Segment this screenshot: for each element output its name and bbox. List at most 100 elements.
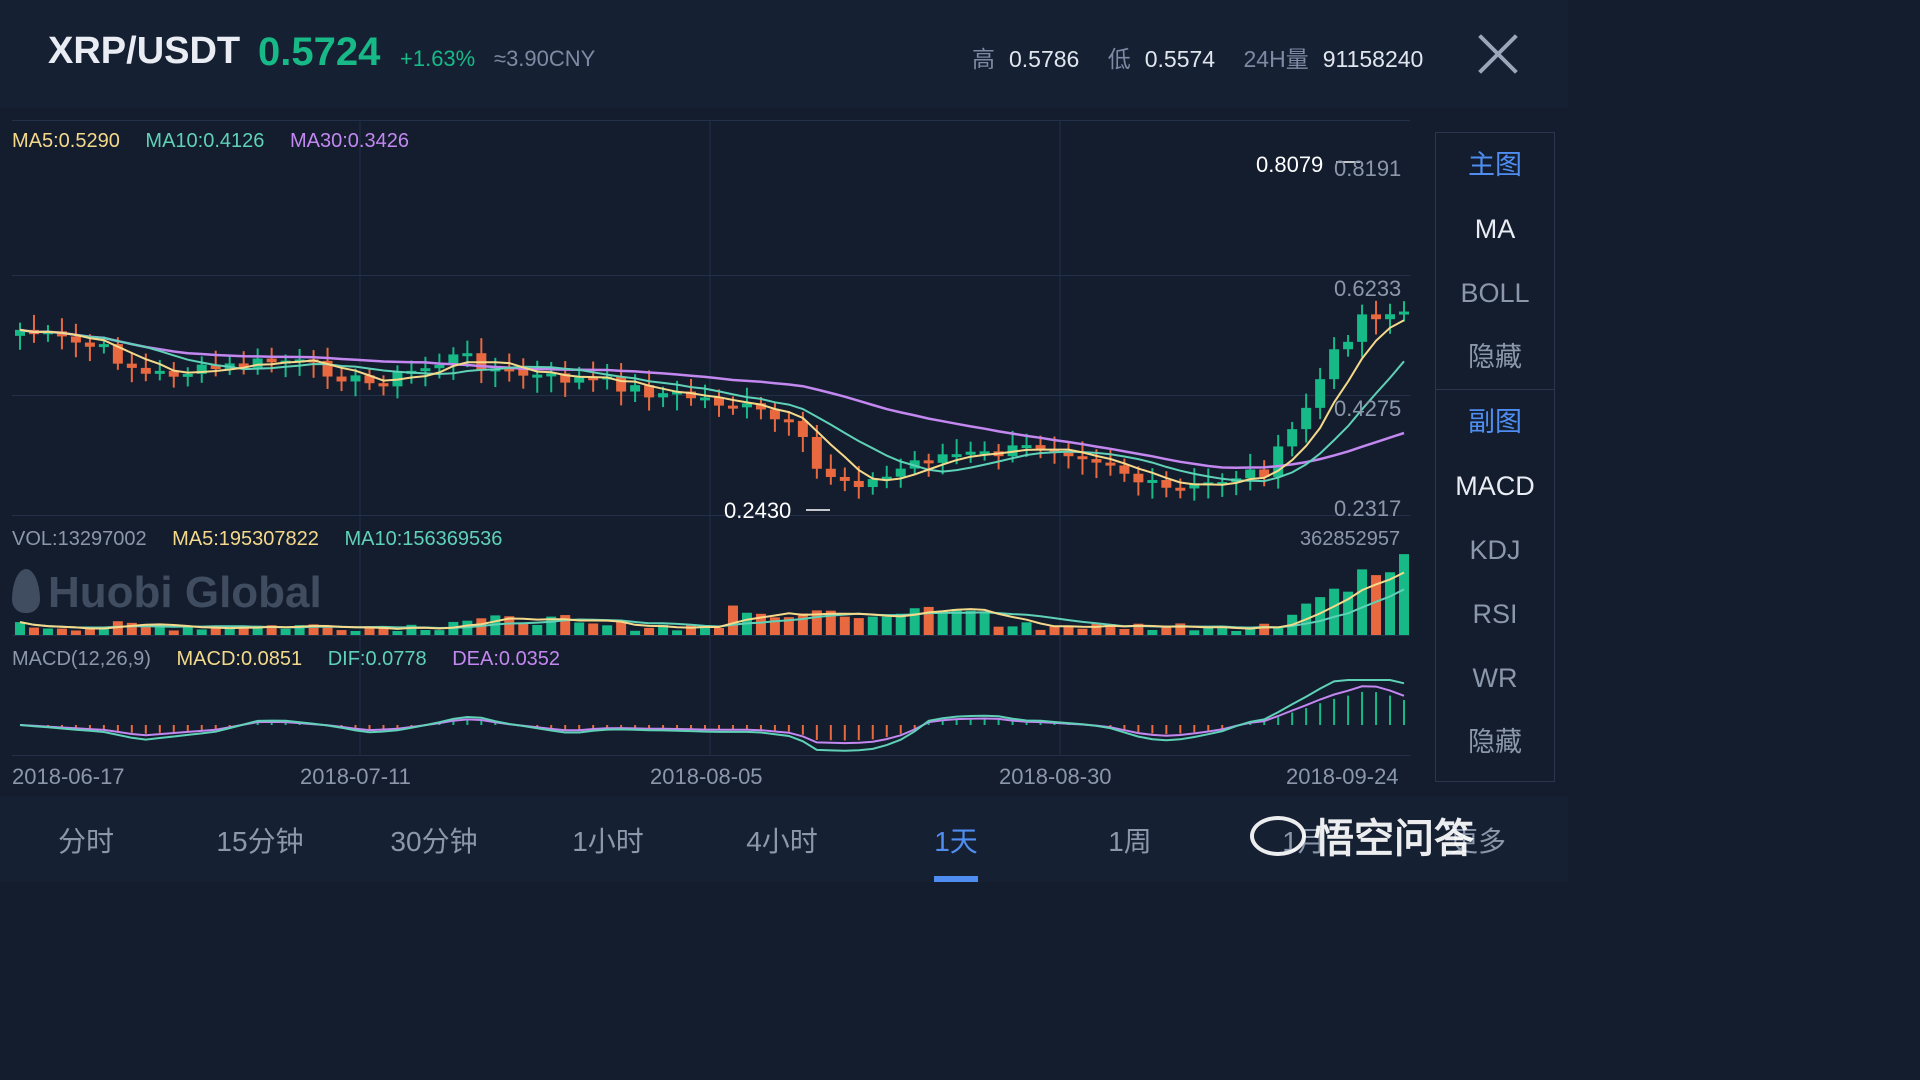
candle-body bbox=[1301, 407, 1312, 430]
volume-bar bbox=[364, 626, 375, 635]
candle-body bbox=[1399, 311, 1409, 315]
candle-body bbox=[238, 363, 249, 368]
candle-body bbox=[727, 405, 738, 409]
price-change: +1.63% bbox=[400, 46, 476, 71]
tab-more[interactable]: 更多 bbox=[1449, 826, 1506, 857]
tab-1week[interactable]: 1周 bbox=[1108, 826, 1152, 857]
tab-15min[interactable]: 15分钟 bbox=[216, 826, 304, 857]
volume-bar bbox=[252, 625, 263, 635]
kline-chart[interactable]: MA5:0.5290 MA10:0.4126 MA30:0.3426 0.819… bbox=[0, 120, 1420, 796]
volume-bar bbox=[532, 624, 543, 635]
candle-body bbox=[825, 468, 836, 477]
volume-bar bbox=[280, 628, 291, 635]
tab-30min[interactable]: 30分钟 bbox=[390, 826, 478, 857]
indicator-wr[interactable]: WR bbox=[1472, 663, 1518, 693]
candle-body bbox=[965, 451, 976, 455]
volume-bar bbox=[1217, 628, 1228, 635]
interval-tabs: 分时 15分钟 30分钟 1小时 4小时 1天 1周 1月 更多 bbox=[0, 796, 1568, 882]
tab-1day[interactable]: 1天 bbox=[934, 826, 978, 857]
chart-canvas[interactable] bbox=[0, 120, 1420, 796]
candle-body bbox=[1091, 459, 1102, 463]
volume-bar bbox=[1049, 626, 1060, 635]
volume-bar bbox=[112, 621, 123, 635]
volume-bar bbox=[797, 613, 808, 635]
candle-body bbox=[1119, 465, 1130, 474]
volume-bar bbox=[182, 626, 193, 635]
tab-4hour[interactable]: 4小时 bbox=[746, 826, 818, 857]
indicator-main-hide[interactable]: 隐藏 bbox=[1468, 342, 1522, 372]
candle-body bbox=[532, 374, 543, 378]
indicator-kdj[interactable]: KDJ bbox=[1469, 535, 1521, 565]
volume-bar bbox=[42, 628, 53, 635]
pair-name: XRP/USDT bbox=[48, 30, 241, 72]
indicator-boll[interactable]: BOLL bbox=[1460, 278, 1530, 308]
volume-bar bbox=[616, 621, 627, 635]
main-chart-header: 主图 bbox=[1468, 150, 1522, 180]
volume-bar bbox=[1231, 630, 1242, 635]
volume-bar bbox=[755, 613, 766, 635]
volume-bar bbox=[644, 627, 655, 635]
candle-body bbox=[182, 373, 193, 377]
watermark-text: Huobi Global bbox=[48, 568, 322, 617]
ma5-legend: MA5:0.5290 bbox=[12, 130, 120, 152]
tab-1hour[interactable]: 1小时 bbox=[572, 826, 644, 857]
macd-value: MACD:0.0851 bbox=[176, 648, 303, 670]
indicator-ma[interactable]: MA bbox=[1474, 214, 1516, 244]
volume-bar bbox=[84, 627, 95, 635]
candle-body bbox=[448, 354, 459, 365]
brand-watermark: 悟空问答 bbox=[1250, 806, 1474, 864]
candle-body bbox=[1063, 451, 1074, 457]
indicator-macd[interactable]: MACD bbox=[1455, 471, 1535, 501]
candle-body bbox=[378, 383, 389, 387]
candle-body bbox=[867, 479, 878, 488]
volume-bar bbox=[909, 608, 920, 635]
candle-body bbox=[1371, 314, 1382, 320]
tab-timeshare[interactable]: 分时 bbox=[57, 826, 114, 857]
volume-bar bbox=[1329, 588, 1340, 635]
candle-body bbox=[560, 373, 571, 383]
macd-legend: MACD(12,26,9) MACD:0.0851 DIF:0.0778 DEA… bbox=[12, 648, 580, 671]
volume-bar bbox=[336, 630, 347, 635]
date-tick-3: 2018-08-05 bbox=[650, 764, 763, 789]
candle-body bbox=[434, 364, 445, 369]
vol-legend: VOL:13297002 bbox=[12, 528, 147, 550]
volume-bar bbox=[853, 618, 864, 635]
candle-body bbox=[769, 409, 780, 420]
candle-body bbox=[644, 385, 655, 398]
volume-bar bbox=[1133, 623, 1144, 635]
vol-ma5-line bbox=[19, 571, 1405, 630]
dif-value: DIF:0.0778 bbox=[327, 648, 427, 670]
volume-bar bbox=[1077, 628, 1088, 635]
dif-line bbox=[19, 679, 1405, 752]
ma10-line bbox=[19, 328, 1405, 483]
volume-bar bbox=[98, 627, 109, 635]
indicator-rsi[interactable]: RSI bbox=[1472, 599, 1518, 629]
volume-bar bbox=[1245, 626, 1256, 635]
volume-bar bbox=[266, 625, 277, 635]
candle-body bbox=[266, 358, 277, 363]
indicator-sub-hide[interactable]: 隐藏 bbox=[1468, 727, 1522, 757]
candle-body bbox=[1385, 314, 1396, 320]
volume-bar bbox=[923, 606, 934, 635]
volume-bar bbox=[154, 625, 165, 635]
volume-bar bbox=[1259, 623, 1270, 635]
close-icon[interactable] bbox=[1476, 32, 1520, 76]
volume-bar bbox=[1021, 622, 1032, 635]
date-tick-2: 2018-07-11 bbox=[300, 764, 411, 789]
volume-bar bbox=[979, 612, 990, 635]
volume-bar bbox=[1063, 626, 1074, 635]
volume-bar bbox=[713, 628, 724, 635]
candle-body bbox=[126, 363, 137, 368]
date-tick-5: 2018-09-24 bbox=[1286, 764, 1399, 789]
volume-bar bbox=[1399, 554, 1409, 635]
candle-body bbox=[350, 375, 361, 382]
candle-body bbox=[853, 480, 864, 488]
volume-bar bbox=[727, 605, 738, 635]
candle-body bbox=[951, 454, 962, 458]
volume-bar bbox=[1091, 623, 1102, 635]
candle-body bbox=[1161, 480, 1172, 488]
volume-bar bbox=[965, 610, 976, 635]
volume-bar bbox=[238, 628, 249, 635]
ticker-stats: 高 0.5786 低 0.5574 24H量 91158240 bbox=[972, 40, 1445, 74]
candle-body bbox=[1259, 469, 1270, 477]
